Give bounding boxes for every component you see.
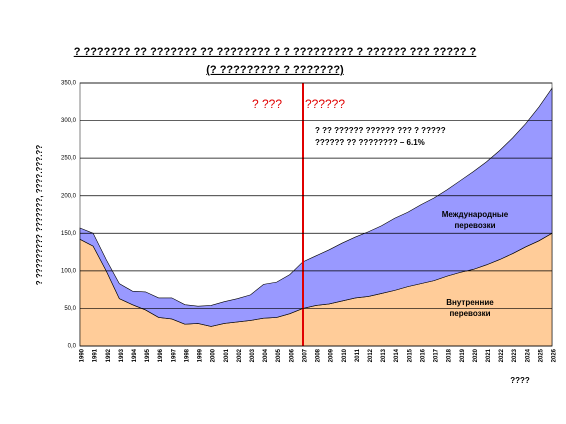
- y-tick-label: 350,0: [61, 81, 77, 87]
- series-label: перевозки: [454, 221, 495, 230]
- series-label: перевозки: [449, 309, 490, 318]
- x-tick-label: 2025: [538, 348, 544, 362]
- x-tick-label: 2001: [224, 348, 230, 362]
- plot-area: [79, 82, 553, 347]
- chart-subtitle: (? ????????? ? ???????): [206, 64, 344, 76]
- x-tick-label: 1994: [132, 348, 138, 362]
- series-label: Внутренние: [446, 298, 494, 307]
- x-tick-label: 1999: [198, 348, 204, 362]
- x-tick-label: 2013: [381, 348, 387, 362]
- y-tick-label: 250,0: [61, 156, 77, 162]
- x-tick-label: 2007: [302, 348, 308, 362]
- y-tick-label: 50,0: [64, 306, 76, 312]
- x-tick-label: 1997: [171, 348, 177, 362]
- x-tick-label: 2024: [525, 348, 531, 362]
- x-axis-label: ????: [510, 376, 530, 385]
- y-tick-label: 100,0: [61, 268, 77, 274]
- series-label: Международные: [442, 210, 509, 219]
- x-tick-label: 2017: [434, 348, 440, 362]
- annotation: ?????? ?? ???????? – 6.1%: [315, 138, 425, 147]
- x-tick-label: 1998: [184, 348, 190, 362]
- x-tick-label: 2010: [342, 348, 348, 362]
- x-tick-label: 2012: [368, 348, 374, 362]
- x-tick-label: 2019: [460, 348, 466, 362]
- annotation: ??????: [305, 97, 345, 111]
- x-tick-label: 1996: [158, 348, 164, 362]
- x-tick-label: 2016: [420, 348, 426, 362]
- y-tick-label: 0,0: [68, 344, 77, 350]
- x-tick-label: 2021: [486, 348, 492, 362]
- x-tick-label: 2003: [250, 348, 256, 362]
- x-tick-label: 1993: [119, 348, 125, 362]
- x-tick-label: 1995: [145, 348, 151, 362]
- x-tick-label: 2002: [237, 348, 243, 362]
- annotation: ? ?? ?????? ?????? ??? ? ?????: [315, 126, 446, 135]
- y-tick-label: 200,0: [61, 193, 77, 199]
- x-tick-label: 1991: [93, 348, 99, 362]
- x-tick-label: 2004: [263, 348, 269, 362]
- x-tick-label: 2009: [329, 348, 335, 362]
- x-tick-label: 2000: [211, 348, 217, 362]
- x-tick-label: 2005: [276, 348, 282, 362]
- y-tick-label: 300,0: [61, 118, 77, 124]
- x-tick-label: 2011: [355, 348, 361, 362]
- x-tick-label: 2026: [552, 348, 558, 362]
- annotation: ? ???: [252, 97, 282, 111]
- x-tick-label: 1992: [106, 348, 112, 362]
- x-tick-label: 2018: [447, 348, 453, 362]
- x-tick-label: 1990: [80, 348, 86, 362]
- x-tick-label: 2006: [289, 348, 295, 362]
- x-tick-label: 2015: [407, 348, 413, 362]
- x-tick-label: 2020: [473, 348, 479, 362]
- chart-title: ? ??????? ?? ??????? ?? ???????? ? ? ???…: [74, 46, 477, 58]
- x-tick-label: 2023: [512, 348, 518, 362]
- x-tick-label: 2014: [394, 348, 400, 362]
- x-tick-label: 2022: [499, 348, 505, 362]
- y-axis-label: ? ????????? ???????, ????.???.??: [35, 145, 44, 286]
- x-tick-label: 2008: [316, 348, 322, 362]
- y-tick-label: 150,0: [61, 231, 77, 237]
